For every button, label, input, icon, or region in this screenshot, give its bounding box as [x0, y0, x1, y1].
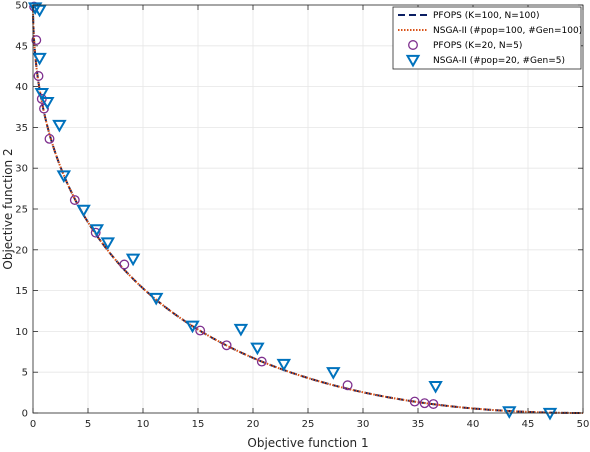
triangle-data-point: [250, 342, 265, 356]
triangle-data-point: [34, 88, 50, 101]
legend-entry: PFOPS (K=100, N=100): [398, 11, 540, 21]
y-tick-label: 20: [15, 245, 28, 256]
y-axis-label: Objective function 2: [1, 148, 15, 269]
series-line: [32, 5, 583, 414]
triangle-data-point: [56, 170, 72, 184]
y-tick-label: 25: [15, 205, 28, 216]
series-markers: [27, 1, 558, 421]
x-axis-label: Objective function 1: [247, 436, 368, 450]
triangle-data-point: [100, 237, 116, 250]
x-tick-label: 10: [137, 419, 150, 430]
legend-label: PFOPS (K=20, N=5): [433, 41, 522, 51]
legend: PFOPS (K=100, N=100) NSGA-II (#pop=100, #…: [392, 6, 582, 70]
y-tick-label: 45: [15, 41, 28, 52]
legend-label: PFOPS (K=100, N=100): [433, 11, 540, 21]
circle-data-point: [90, 227, 101, 238]
triangle-data-point: [276, 358, 292, 372]
legend-entry: NSGA-II (#pop=100, #Gen=100): [398, 26, 582, 36]
circle-data-point: [221, 340, 232, 351]
series-line: [32, 5, 583, 414]
triangle-data-point: [76, 204, 91, 218]
circle-data-point: [69, 195, 80, 205]
triangle-data-point: [27, 2, 43, 15]
tick-labels: 0 5 10 15 20 25 30 35 40 45 50 0 5 10 15 20 25 30 35 40 45 50: [15, 1, 589, 431]
circle-data-point: [428, 399, 439, 409]
circle-data-point: [44, 133, 55, 144]
series-lines: [32, 5, 583, 414]
y-tick-label: 15: [15, 286, 28, 297]
circle-data-point: [256, 356, 267, 367]
legend-label: NSGA-II (#pop=20, #Gen=5): [433, 56, 565, 66]
legend-triangle-swatch: [405, 54, 421, 68]
legend-box: [392, 6, 582, 70]
triangle-data-point: [326, 367, 341, 380]
x-tick-label: 0: [30, 419, 36, 430]
y-tick-label: 0: [22, 409, 28, 420]
x-tick-label: 35: [412, 419, 425, 430]
x-tick-label: 5: [85, 419, 91, 430]
triangle-data-point: [542, 407, 558, 421]
triangle-data-point: [233, 323, 249, 337]
legend-circle-swatch: [408, 40, 418, 50]
y-tick-label: 30: [15, 164, 28, 175]
x-tick-label: 20: [247, 419, 260, 430]
triangle-data-point: [32, 52, 47, 66]
x-tick-label: 40: [467, 419, 480, 430]
triangle-data-point: [502, 406, 517, 419]
x-tick-label: 30: [357, 419, 370, 430]
circle-data-point: [195, 325, 206, 336]
triangle-data-point: [52, 119, 67, 133]
y-tick-label: 10: [15, 327, 28, 338]
x-tick-label: 45: [522, 419, 535, 430]
y-tick-label: 50: [15, 1, 28, 12]
circle-data-point: [119, 259, 130, 270]
legend-entry: NSGA-II (#pop=20, #Gen=5): [405, 54, 565, 68]
legend-entries: PFOPS (K=100, N=100) NSGA-II (#pop=100, #…: [398, 11, 582, 68]
x-tick-label: 50: [577, 419, 590, 430]
y-tick-label: 5: [22, 368, 28, 379]
triangle-data-point: [428, 380, 443, 394]
legend-label: NSGA-II (#pop=100, #Gen=100): [433, 26, 582, 36]
legend-entry: PFOPS (K=20, N=5): [408, 40, 522, 51]
triangle-data-point: [89, 224, 105, 237]
triangle-data-point: [40, 96, 55, 110]
y-tick-label: 35: [15, 123, 28, 134]
x-tick-label: 15: [192, 419, 205, 430]
circle-data-point: [342, 380, 353, 391]
circle-data-point: [31, 35, 42, 46]
circle-data-point: [33, 71, 44, 81]
circle-data-point: [39, 103, 49, 114]
triangle-data-point: [125, 253, 141, 267]
triangle-data-point: [32, 4, 47, 18]
triangle-data-point: [148, 292, 164, 306]
y-tick-label: 40: [15, 82, 28, 93]
triangle-data-point: [185, 320, 200, 334]
x-tick-label: 25: [302, 419, 315, 430]
plot-area: [27, 1, 583, 421]
circle-data-point: [409, 396, 420, 407]
